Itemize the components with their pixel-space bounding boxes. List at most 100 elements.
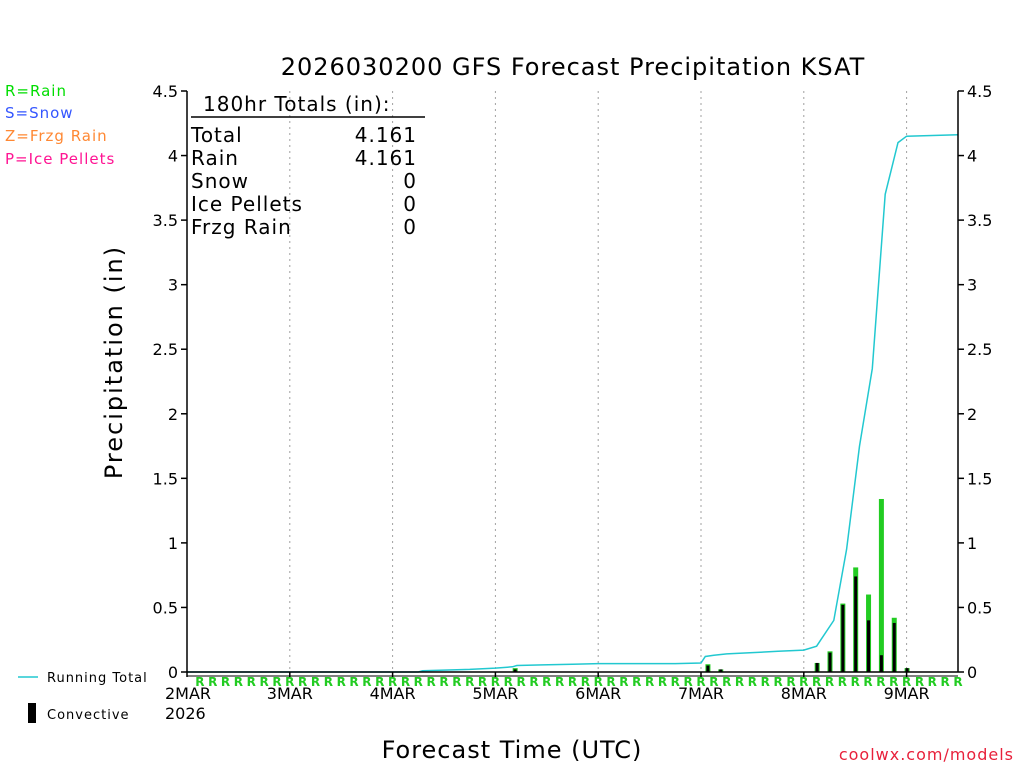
precip-type-marker: R <box>555 675 564 689</box>
convective-legend-label: Convective <box>47 708 130 723</box>
precip-type-marker: R <box>195 675 204 689</box>
x-tick-label: 4MAR <box>370 684 416 703</box>
convective-bar <box>867 620 871 672</box>
legend-snow: S=Snow <box>5 104 74 122</box>
y-tick-label-right: 2.5 <box>967 340 992 359</box>
precip-type-marker: R <box>311 675 320 689</box>
precip-type-marker: R <box>876 675 885 689</box>
precip-type-marker: R <box>748 675 757 689</box>
precip-type-marker: R <box>272 675 281 689</box>
convective-bar <box>892 622 896 672</box>
axis-ticks: 0 00.5 0.51 11.5 1.52 22.5 2.53 33.5 3.54 44.5 4.5… <box>153 82 993 703</box>
convective-bar <box>854 576 858 672</box>
precip-type-marker: R <box>529 675 538 689</box>
precip-type-marker: R <box>324 675 333 689</box>
precip-type-marker: R <box>696 675 705 689</box>
precip-bars <box>512 498 910 672</box>
y-tick-label-right: 4.5 <box>967 82 992 101</box>
precip-type-marker: R <box>684 675 693 689</box>
x-axis-label: Forecast Time (UTC) <box>382 736 643 764</box>
precip-type-marker: R <box>915 675 924 689</box>
totals-row-value: 0 <box>403 169 417 193</box>
running-total-line <box>187 134 959 673</box>
precip-type-marker: R <box>773 675 782 689</box>
convective-bar <box>905 668 909 672</box>
convective-bar <box>513 669 517 672</box>
grid-lines <box>289 91 908 672</box>
precip-type-marker: R <box>234 675 243 689</box>
y-tick-label-left: 3 <box>168 276 178 295</box>
x-tick-label: 3MAR <box>267 684 313 703</box>
y-tick-label-left: 2.5 <box>153 340 178 359</box>
y-tick-label-right: 4 <box>967 147 977 166</box>
precip-type-marker: R <box>953 675 962 689</box>
precip-type-marker: R <box>259 675 268 689</box>
convective-legend-swatch <box>28 703 36 723</box>
x-tick-label: 2MAR <box>165 684 211 703</box>
precip-type-marker: R <box>516 675 525 689</box>
year-label: 2026 <box>165 704 206 723</box>
precip-type-marker: R <box>504 675 513 689</box>
convective-bar <box>815 662 819 672</box>
precip-type-marker: R <box>902 675 911 689</box>
precip-type-marker: R <box>478 675 487 689</box>
legend-rain: R=Rain <box>5 82 67 100</box>
precip-type-marker: R <box>491 675 500 689</box>
precip-type-marker: R <box>812 675 821 689</box>
precip-bar <box>878 498 884 672</box>
totals-row-label: Ice Pellets <box>191 192 303 216</box>
convective-bar <box>706 665 710 672</box>
precip-type-marker: R <box>247 675 256 689</box>
precip-type-marker: R <box>786 675 795 689</box>
precip-type-marker: R <box>709 675 718 689</box>
precip-type-marker: R <box>658 675 667 689</box>
precip-type-marker: R <box>632 675 641 689</box>
legend-freezing-rain: Z=Frzg Rain <box>5 127 108 145</box>
y-tick-label-left: 0 <box>168 663 178 682</box>
y-tick-label-left: 1 <box>168 534 178 553</box>
x-tick-label: 7MAR <box>678 684 724 703</box>
totals-row-value: 4.161 <box>355 123 417 147</box>
precip-type-marker: R <box>851 675 860 689</box>
y-tick-label-left: 4 <box>168 147 178 166</box>
y-tick-label-right: 1 <box>967 534 977 553</box>
precip-type-marker: R <box>542 675 551 689</box>
totals-row-label: Rain <box>191 146 239 170</box>
chart-title: 2026030200 GFS Forecast Precipitation KS… <box>281 53 866 81</box>
precip-type-marker: R <box>645 675 654 689</box>
x-tick-label: 6MAR <box>575 684 621 703</box>
credit-text: coolwx.com/models <box>839 745 1014 764</box>
precip-type-marker: R <box>799 675 808 689</box>
convective-bar <box>879 655 883 672</box>
precip-type-marker: R <box>452 675 461 689</box>
precip-type-marker: R <box>349 675 358 689</box>
precip-type-legend: R=Rain S=Snow Z=Frzg Rain P=Ice Pellets <box>5 82 114 168</box>
precip-type-marker: R <box>221 675 230 689</box>
convective-bar <box>828 652 832 672</box>
precip-type-marker: R <box>208 675 217 689</box>
y-tick-label-left: 2 <box>168 405 178 424</box>
x-tick-label: 8MAR <box>781 684 827 703</box>
precip-type-marker: R <box>465 675 474 689</box>
y-tick-label-right: 3 <box>967 276 977 295</box>
precip-type-marker: R <box>825 675 834 689</box>
y-tick-label-right: 0.5 <box>967 598 992 617</box>
y-tick-label-left: 4.5 <box>153 82 178 101</box>
precip-type-marker: R <box>863 675 872 689</box>
totals-row-value: 4.161 <box>355 146 417 170</box>
precip-type-marker: R <box>941 675 950 689</box>
precip-type-marker: R <box>838 675 847 689</box>
precip-type-marker: R <box>388 675 397 689</box>
y-tick-label-right: 2 <box>967 405 977 424</box>
totals-row-value: 0 <box>403 192 417 216</box>
y-tick-label-left: 0.5 <box>153 598 178 617</box>
totals-row-label: Frzg Rain <box>191 215 292 239</box>
totals-row-label: Snow <box>191 169 249 193</box>
y-tick-label-left: 1.5 <box>153 469 178 488</box>
precip-type-marker: R <box>671 675 680 689</box>
x-tick-label: 9MAR <box>884 684 930 703</box>
precip-type-marker: R <box>439 675 448 689</box>
plot-axes <box>186 91 959 677</box>
precip-type-marker: R <box>414 675 423 689</box>
precip-type-marker: R <box>735 675 744 689</box>
